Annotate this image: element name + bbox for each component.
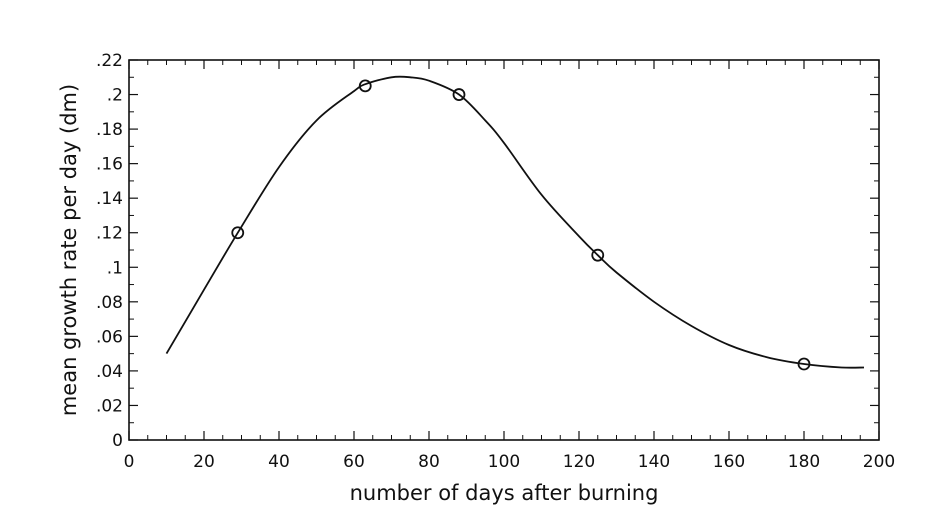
y-tick-label: .1 <box>107 258 123 278</box>
x-tick-label: 100 <box>488 452 520 472</box>
axis-ticks <box>128 59 880 441</box>
y-tick-label: .16 <box>96 155 123 175</box>
y-tick-label: .18 <box>96 120 123 140</box>
y-tick-label: .22 <box>96 51 123 71</box>
x-tick-label: 60 <box>343 452 365 472</box>
plot-frame <box>128 59 880 441</box>
x-tick-label: 40 <box>268 452 290 472</box>
x-tick-label: 80 <box>418 452 440 472</box>
data-point-marker <box>452 88 466 101</box>
x-tick-label: 0 <box>124 452 135 472</box>
data-point-marker <box>591 248 605 262</box>
data-point-marker <box>231 226 245 240</box>
y-tick-label: .04 <box>96 362 123 382</box>
x-tick-label: 120 <box>563 452 595 472</box>
y-tick-labels: 0 .02 .04 .06 .08 .1 .12 .14 .16 .18 .2 .22 <box>96 51 123 451</box>
x-tick-label: 180 <box>788 452 820 472</box>
data-point-marker <box>797 357 811 371</box>
y-axis-label: mean growth rate per day (dm) <box>57 84 81 416</box>
x-tick-labels: 0 20 40 60 80 100 120 140 160 180 200 <box>124 452 896 472</box>
y-tick-label: .14 <box>96 189 123 209</box>
x-tick-label: 200 <box>863 452 895 472</box>
x-tick-label: 140 <box>638 452 670 472</box>
x-tick-label: 160 <box>713 452 745 472</box>
y-tick-label: .02 <box>96 396 123 416</box>
y-tick-label: .06 <box>96 327 123 347</box>
y-tick-label: .08 <box>96 293 123 313</box>
y-tick-label: .12 <box>96 224 123 244</box>
y-tick-label: 0 <box>112 431 123 451</box>
observed-points <box>231 79 811 371</box>
x-axis-label: number of days after burning <box>350 481 659 505</box>
fitted-curve-line <box>165 75 865 369</box>
y-tick-label: .2 <box>107 86 123 106</box>
data-point-marker <box>358 79 372 93</box>
x-tick-label: 20 <box>193 452 215 472</box>
